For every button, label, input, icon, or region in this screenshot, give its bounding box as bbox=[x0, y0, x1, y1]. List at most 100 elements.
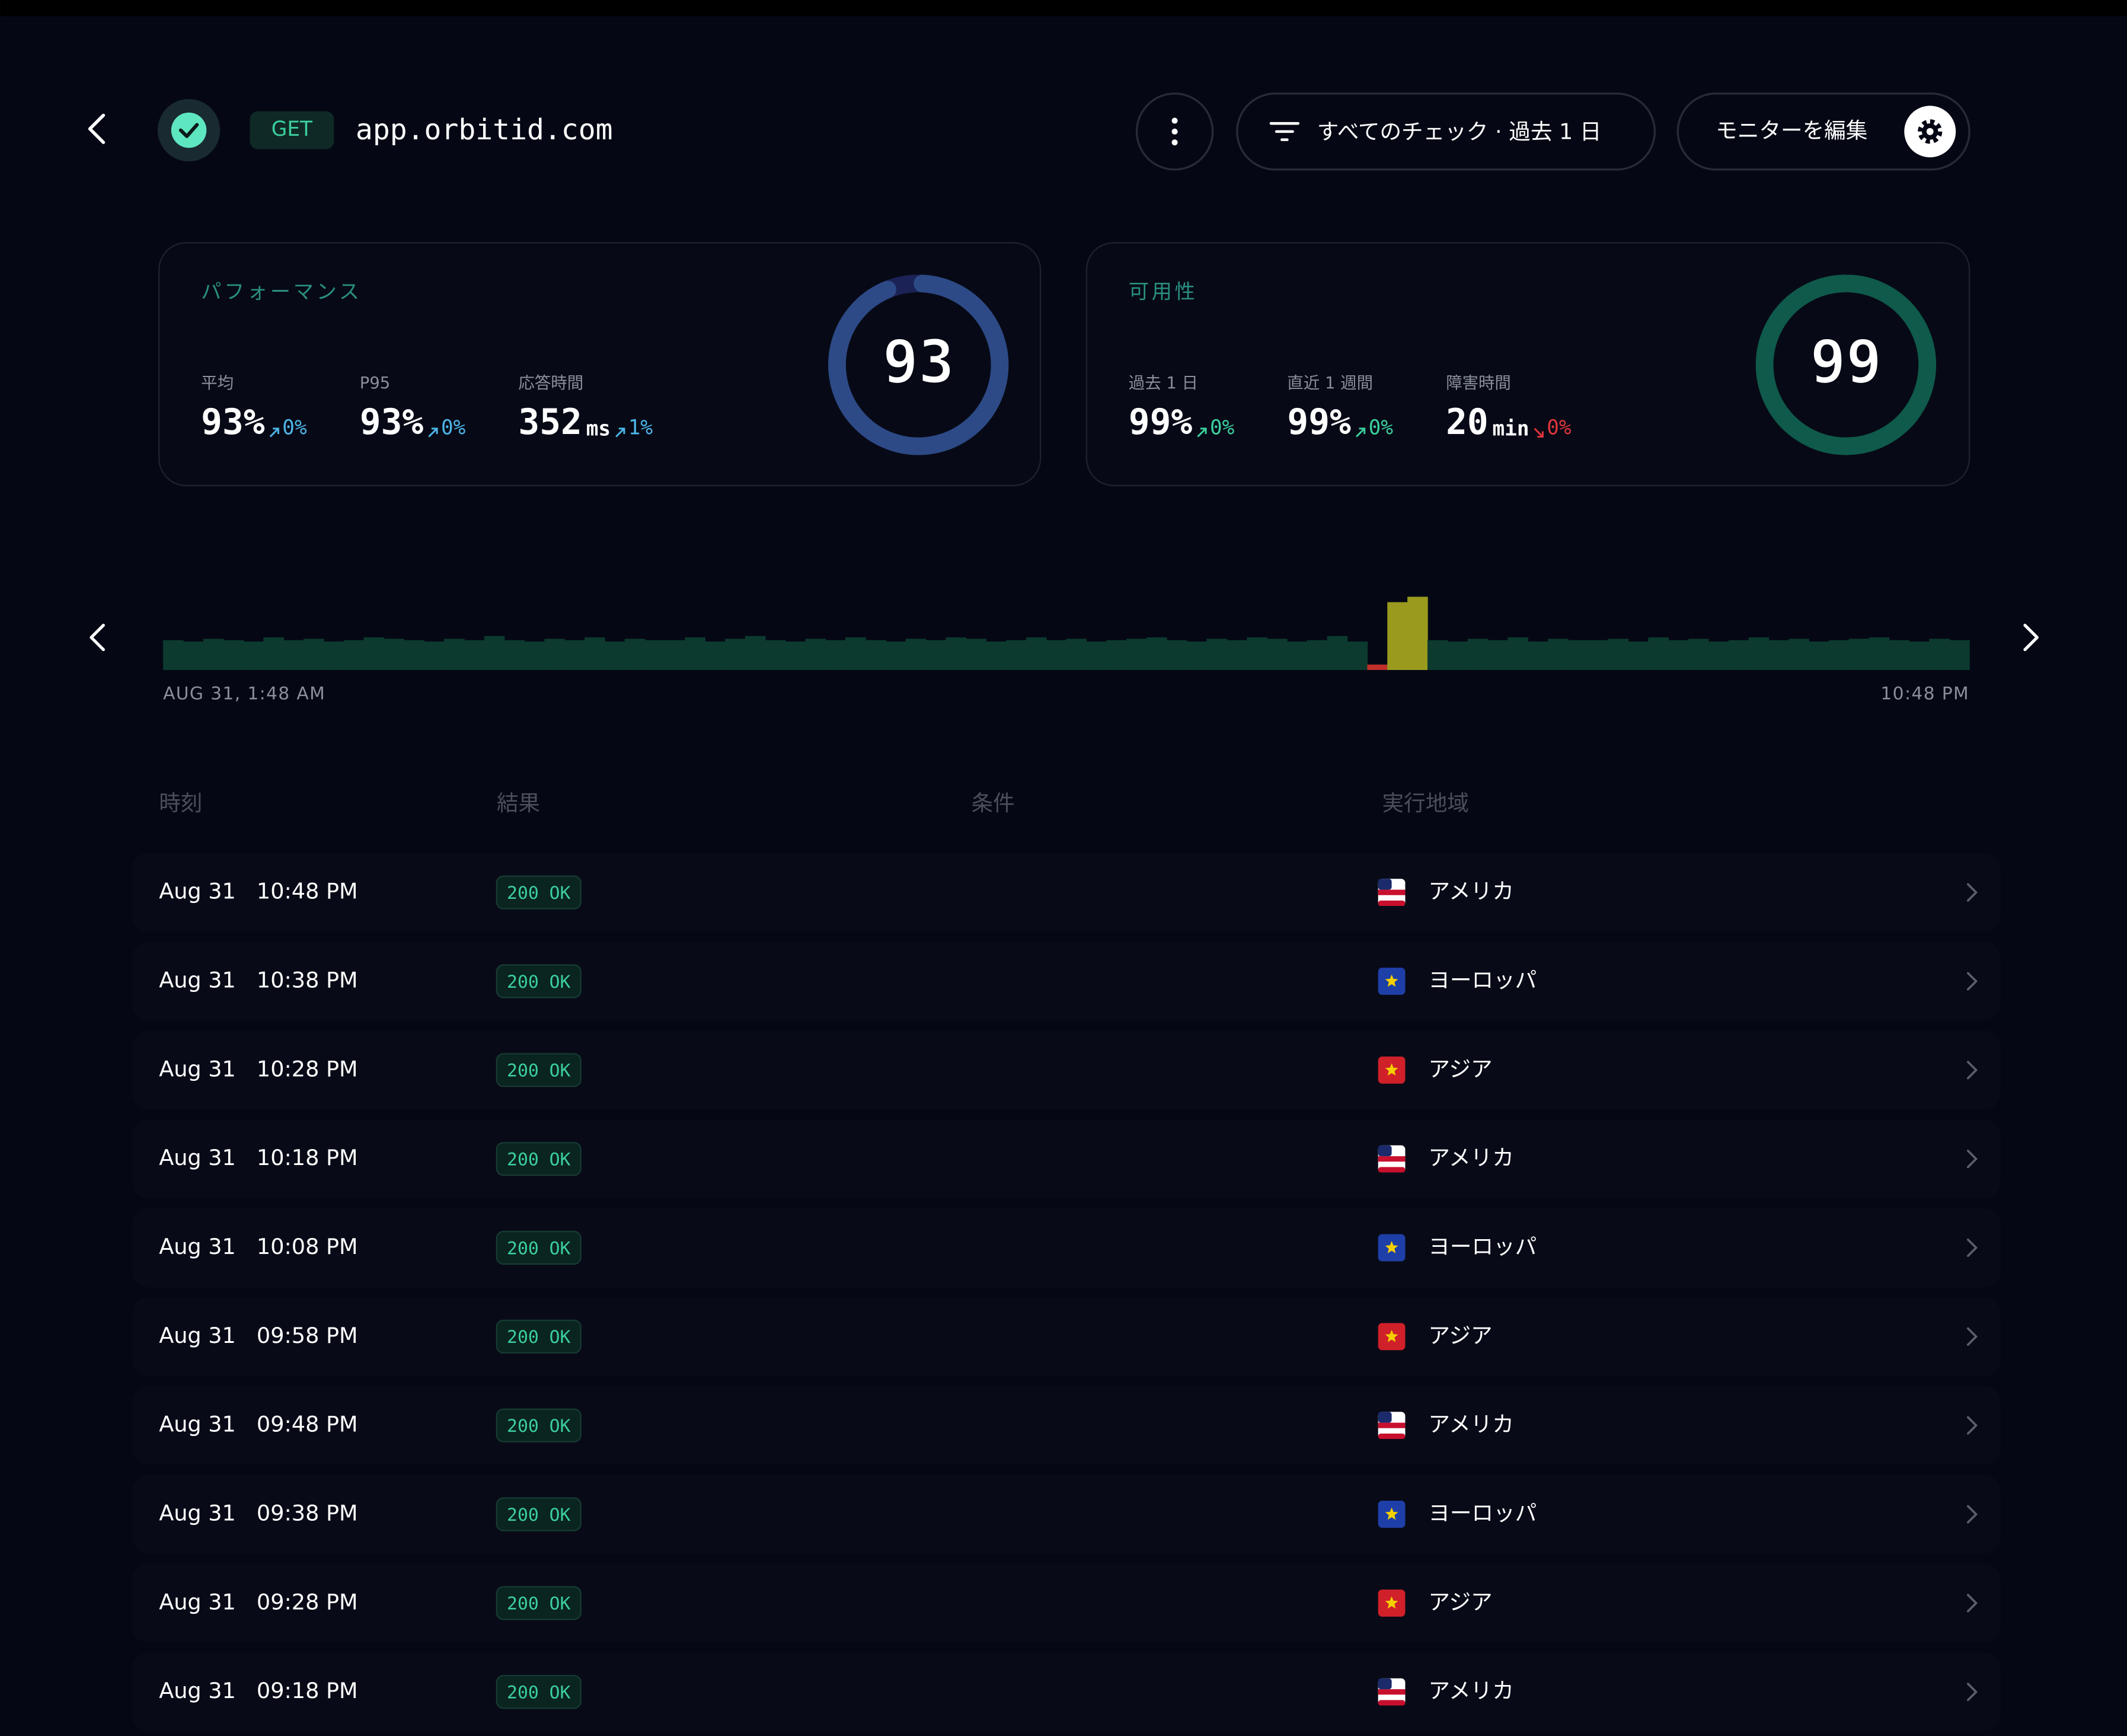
edit-label: モニターを編集 bbox=[1716, 117, 1867, 143]
row[interactable] bbox=[132, 1208, 2001, 1287]
flag-stripe bbox=[1378, 900, 1406, 907]
timeline-bar bbox=[384, 639, 405, 671]
row[interactable] bbox=[132, 1652, 2001, 1731]
result-badge bbox=[496, 1586, 582, 1620]
timeline-bar bbox=[1548, 639, 1569, 671]
dot bbox=[1171, 139, 1178, 146]
metric-value: 20 bbox=[1446, 402, 1489, 443]
timeline-bar bbox=[1949, 640, 1970, 671]
row-chevron bbox=[1966, 1061, 1978, 1080]
status-dot bbox=[171, 112, 207, 148]
timeline-bar bbox=[986, 641, 1007, 671]
flag-star bbox=[1385, 1329, 1398, 1342]
timeline-bar bbox=[925, 640, 947, 671]
timeline-bar bbox=[905, 639, 927, 671]
row[interactable] bbox=[132, 1119, 2001, 1199]
row-result: 200 OK bbox=[507, 1416, 570, 1437]
timeline-bar bbox=[1186, 641, 1208, 671]
trend-arrow bbox=[1197, 427, 1207, 438]
availability-card bbox=[1085, 242, 1970, 487]
timeline-prev[interactable] bbox=[90, 624, 105, 652]
flag-canton bbox=[1378, 879, 1392, 890]
edit-button[interactable] bbox=[1676, 92, 1970, 171]
row-date: Aug 31 bbox=[159, 968, 236, 993]
metric-label: P95 bbox=[360, 374, 390, 392]
row-result: 200 OK bbox=[507, 1149, 570, 1170]
row-result: 200 OK bbox=[507, 1061, 570, 1081]
status-check bbox=[178, 123, 199, 138]
metric-label: 障害時間 bbox=[1446, 374, 1511, 392]
timeline-bar bbox=[1668, 640, 1689, 671]
gauge-arc bbox=[1755, 275, 1936, 455]
timeline-bar bbox=[1628, 641, 1649, 671]
row-region: アメリカ bbox=[1428, 1145, 1513, 1170]
timeline-bar bbox=[1046, 640, 1067, 671]
flag-star bbox=[1385, 974, 1398, 987]
row[interactable] bbox=[132, 1563, 2001, 1643]
timeline-bar bbox=[1728, 640, 1749, 671]
timeline-bar bbox=[1247, 637, 1267, 671]
filter-button[interactable] bbox=[1236, 92, 1656, 171]
flag-stripe bbox=[1378, 1433, 1406, 1440]
timeline-bar bbox=[1588, 640, 1609, 671]
timeline-bar bbox=[1227, 640, 1247, 671]
timeline-bar bbox=[1166, 640, 1187, 671]
metric-delta: 0% bbox=[1547, 416, 1572, 439]
gauge-value: 93 bbox=[883, 327, 954, 397]
row[interactable] bbox=[132, 1030, 2001, 1110]
row-date: Aug 31 bbox=[159, 1056, 236, 1081]
timeline-bar bbox=[203, 639, 224, 671]
filter-icon bbox=[1269, 122, 1300, 141]
trend-arrow bbox=[615, 427, 625, 438]
row[interactable] bbox=[132, 1475, 2001, 1554]
timeline-bar bbox=[725, 639, 746, 671]
timeline-bar bbox=[1367, 664, 1388, 671]
host: app.orbitid.com bbox=[356, 113, 613, 146]
timeline-bar bbox=[1086, 641, 1107, 671]
timeline-end: 10:48 PM bbox=[1880, 684, 1969, 704]
filter-label: すべてのチェック · 過去 1 日 bbox=[1317, 119, 1602, 145]
timeline-bar bbox=[283, 640, 304, 671]
flag-stripe bbox=[1378, 1167, 1406, 1173]
row-date: Aug 31 bbox=[159, 1145, 236, 1170]
row-date: Aug 31 bbox=[159, 1412, 236, 1437]
timeline-bar bbox=[263, 637, 284, 671]
back-button[interactable] bbox=[88, 113, 106, 144]
top-strip bbox=[0, 0, 2127, 17]
flag-star bbox=[1385, 1241, 1398, 1253]
timeline-bar bbox=[885, 641, 906, 671]
timeline-bar bbox=[946, 637, 966, 671]
timeline-next[interactable] bbox=[2023, 624, 2039, 652]
timeline-bar bbox=[1829, 640, 1850, 671]
timeline-bar bbox=[304, 639, 324, 671]
row[interactable] bbox=[132, 1297, 2001, 1376]
flag-star bbox=[1385, 1596, 1398, 1609]
timeline-bar bbox=[363, 637, 385, 671]
timeline-bar bbox=[163, 640, 184, 671]
timeline-bar bbox=[544, 639, 565, 671]
result-badge bbox=[496, 1675, 582, 1709]
flag-star bbox=[1385, 1507, 1398, 1520]
column-header: 時刻 bbox=[159, 790, 202, 816]
timeline-bar bbox=[1447, 641, 1468, 671]
row-chevron bbox=[1966, 972, 1978, 991]
row-region: アメリカ bbox=[1428, 1678, 1513, 1703]
row-chevron bbox=[1966, 1505, 1978, 1524]
row[interactable] bbox=[132, 1386, 2001, 1465]
row-date: Aug 31 bbox=[159, 1234, 236, 1259]
metric-label: 平均 bbox=[201, 374, 234, 392]
timeline-bar bbox=[1327, 636, 1348, 671]
timeline-bar bbox=[343, 640, 365, 671]
more-button[interactable] bbox=[1135, 92, 1214, 171]
row-date: Aug 31 bbox=[159, 879, 236, 904]
timeline-bar bbox=[805, 639, 826, 671]
gear bbox=[1918, 119, 1943, 144]
row[interactable] bbox=[132, 853, 2001, 932]
timeline-bar bbox=[825, 640, 846, 671]
row-region: アジア bbox=[1428, 1056, 1492, 1081]
timeline-bar bbox=[1508, 637, 1528, 671]
metric-value: 352 bbox=[518, 402, 582, 443]
timeline-bar bbox=[785, 641, 806, 671]
row[interactable] bbox=[132, 942, 2001, 1021]
